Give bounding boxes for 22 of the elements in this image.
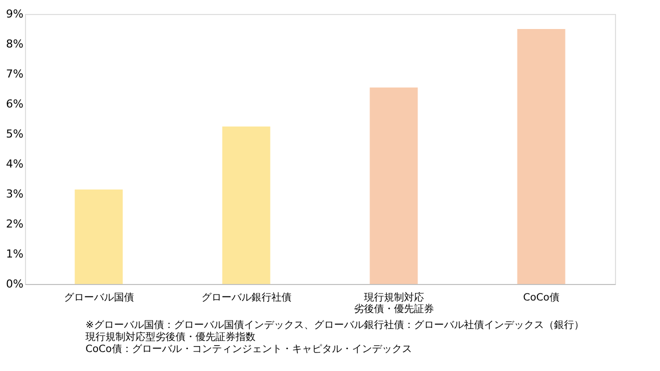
x-tick-label: グローバル銀行社債 (201, 292, 292, 304)
y-tick-label: 5% (6, 128, 24, 140)
y-tick-label: 7% (6, 68, 24, 80)
bar (370, 88, 418, 284)
text: ※グローバル国債：グローバル国債インデックス、グローバル銀行社債：グローバル社債インデックス（銀行） (86, 319, 584, 331)
bar (517, 29, 566, 284)
text: 劣後債・優先証券 (354, 303, 434, 315)
x-tick-label: グローバル国債 (64, 292, 134, 304)
y-tick-label: 9% (6, 8, 24, 20)
bar (74, 190, 123, 284)
x-tick-label: 現行規制対応 (364, 292, 424, 304)
x-tick-label: CoCo債 (523, 292, 560, 304)
y-tick-label: 1% (6, 248, 24, 260)
bar (222, 126, 270, 284)
y-tick-label: 3% (6, 188, 24, 200)
y-tick-label: 4% (6, 158, 24, 170)
y-tick-label: 8% (6, 38, 24, 50)
y-tick-label: 2% (6, 218, 24, 230)
y-tick-label: 6% (6, 98, 24, 110)
text: CoCo債：グローバル・コンティンジェント・キャピタル・インデックス (86, 343, 412, 355)
y-tick-label: 0% (6, 278, 24, 290)
text: 現行規制対応型劣後債・優先証券指数 (86, 331, 256, 343)
